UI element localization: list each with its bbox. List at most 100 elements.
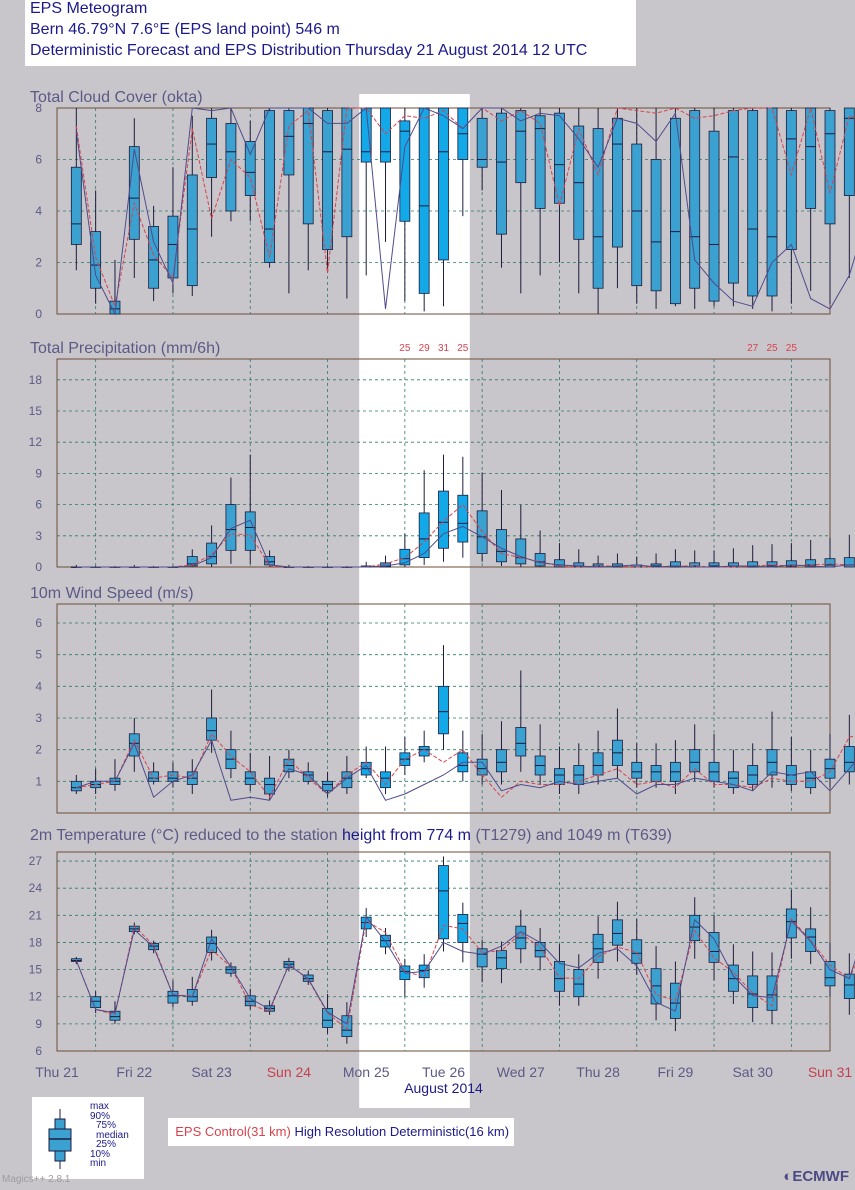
eps-box — [380, 746, 391, 794]
hres-line — [75, 107, 855, 316]
y-tick-label: 12 — [29, 990, 43, 1004]
max-exceed-label: 25 — [766, 343, 778, 354]
y-tick-label: 9 — [35, 1017, 42, 1031]
eps-box-iqr — [380, 107, 391, 163]
eps-box — [128, 718, 140, 772]
eps-box-iqr — [90, 231, 102, 289]
eps-box-iqr — [612, 919, 623, 946]
panel-title: Total Cloud Cover (okta) — [30, 89, 203, 106]
eps-box-iqr — [380, 771, 391, 789]
eps-box-iqr — [573, 969, 585, 998]
eps-box — [766, 107, 778, 312]
eps-box-iqr — [650, 159, 662, 292]
y-tick-label: 15 — [29, 963, 43, 977]
hres-line — [76, 738, 855, 801]
panel-3: 1 2 3 4 5 6 10m Wind Speed (m/s) — [30, 585, 855, 814]
eps-box-iqr — [341, 107, 353, 238]
eps-box-iqr — [554, 768, 565, 785]
eps-box — [496, 721, 507, 785]
eps-box — [592, 108, 604, 314]
eps-box-iqr — [438, 490, 449, 549]
y-tick-label: 8 — [35, 101, 42, 115]
day-label: Fri 29 — [658, 1064, 694, 1080]
y-tick-label: 9 — [35, 466, 42, 480]
eps-box — [206, 689, 218, 753]
eps-box-iqr — [206, 717, 218, 741]
highlight-day-band — [359, 94, 470, 1108]
eps-box — [689, 724, 701, 782]
y-tick-label: 18 — [29, 935, 43, 949]
eps-box — [264, 108, 275, 268]
day-label: Thu 28 — [576, 1064, 620, 1080]
eps-box-iqr — [824, 961, 836, 987]
eps-box — [612, 708, 623, 779]
day-label: Wed 27 — [497, 1064, 545, 1080]
day-label: Sat 23 — [191, 1064, 232, 1080]
day-label: Thu 21 — [35, 1064, 79, 1080]
eps-box-iqr — [805, 107, 817, 209]
eps-box — [206, 108, 218, 237]
eps-box — [206, 929, 218, 961]
eps-box-iqr — [747, 110, 759, 297]
eps-box-iqr — [843, 557, 855, 568]
y-tick-label: 2 — [35, 743, 42, 757]
eps-box-iqr — [824, 558, 836, 568]
eps-box — [843, 107, 855, 278]
eps-box-iqr — [805, 928, 817, 952]
y-tick-label: 3 — [35, 529, 42, 543]
eps-box-iqr — [496, 950, 507, 970]
eps-box — [186, 976, 198, 1006]
eps-box — [186, 115, 198, 296]
eps-box — [785, 543, 797, 568]
day-label: Sun 31 — [808, 1064, 853, 1080]
eps-box-iqr — [612, 117, 623, 248]
y-tick-label: 0 — [35, 560, 42, 574]
eps-box-iqr — [476, 948, 488, 968]
y-tick-label: 6 — [35, 153, 42, 167]
y-tick-label: 12 — [29, 435, 43, 449]
eps-box — [496, 941, 507, 984]
eps-box-iqr — [322, 1008, 333, 1028]
eps-box — [689, 897, 701, 959]
eps-box — [747, 545, 759, 568]
legend-hres-label: High Resolution Deterministic(16 km) — [294, 1124, 510, 1139]
eps-box — [592, 730, 604, 785]
eps-box — [225, 962, 237, 977]
eps-box-iqr — [438, 865, 449, 940]
eps-box-iqr — [457, 494, 469, 543]
eps-box — [302, 970, 314, 985]
eps-box — [322, 771, 333, 798]
eps-box — [727, 749, 739, 794]
y-tick-label: 4 — [35, 679, 42, 693]
eps-box-iqr — [843, 746, 855, 773]
eps-box — [612, 901, 623, 962]
eps-box-iqr — [264, 777, 275, 795]
eps-box-iqr — [418, 512, 430, 559]
eps-box-iqr — [805, 559, 817, 568]
eps-box — [418, 107, 430, 312]
eps-box-iqr — [534, 553, 546, 567]
y-tick-label: 6 — [35, 616, 42, 630]
eps-box — [843, 714, 855, 785]
panel-title: 10m Wind Speed (m/s) — [30, 585, 194, 602]
eps-box-iqr — [418, 746, 430, 757]
eps-box — [457, 107, 469, 217]
control-line — [75, 917, 855, 1031]
day-label: Sun 24 — [267, 1064, 312, 1080]
eps-box-iqr — [708, 130, 720, 302]
boxplot-legend: max 90% 75% median 25% 10% min — [32, 1097, 144, 1179]
eps-box — [573, 954, 585, 1006]
header-box: EPS Meteogram Bern 46.79°N 7.6°E (EPS la… — [25, 0, 636, 66]
eps-box — [554, 944, 565, 1006]
eps-box — [650, 553, 662, 568]
eps-box-iqr — [90, 996, 102, 1008]
eps-box-iqr — [631, 761, 643, 779]
eps-box — [670, 549, 681, 568]
eps-box — [843, 534, 855, 568]
eps-box — [612, 108, 623, 289]
hres-line — [75, 915, 855, 1025]
eps-box — [206, 525, 218, 567]
eps-box — [573, 549, 585, 568]
legend-p10: 10% — [90, 1148, 111, 1160]
y-tick-label: 6 — [35, 1044, 42, 1058]
